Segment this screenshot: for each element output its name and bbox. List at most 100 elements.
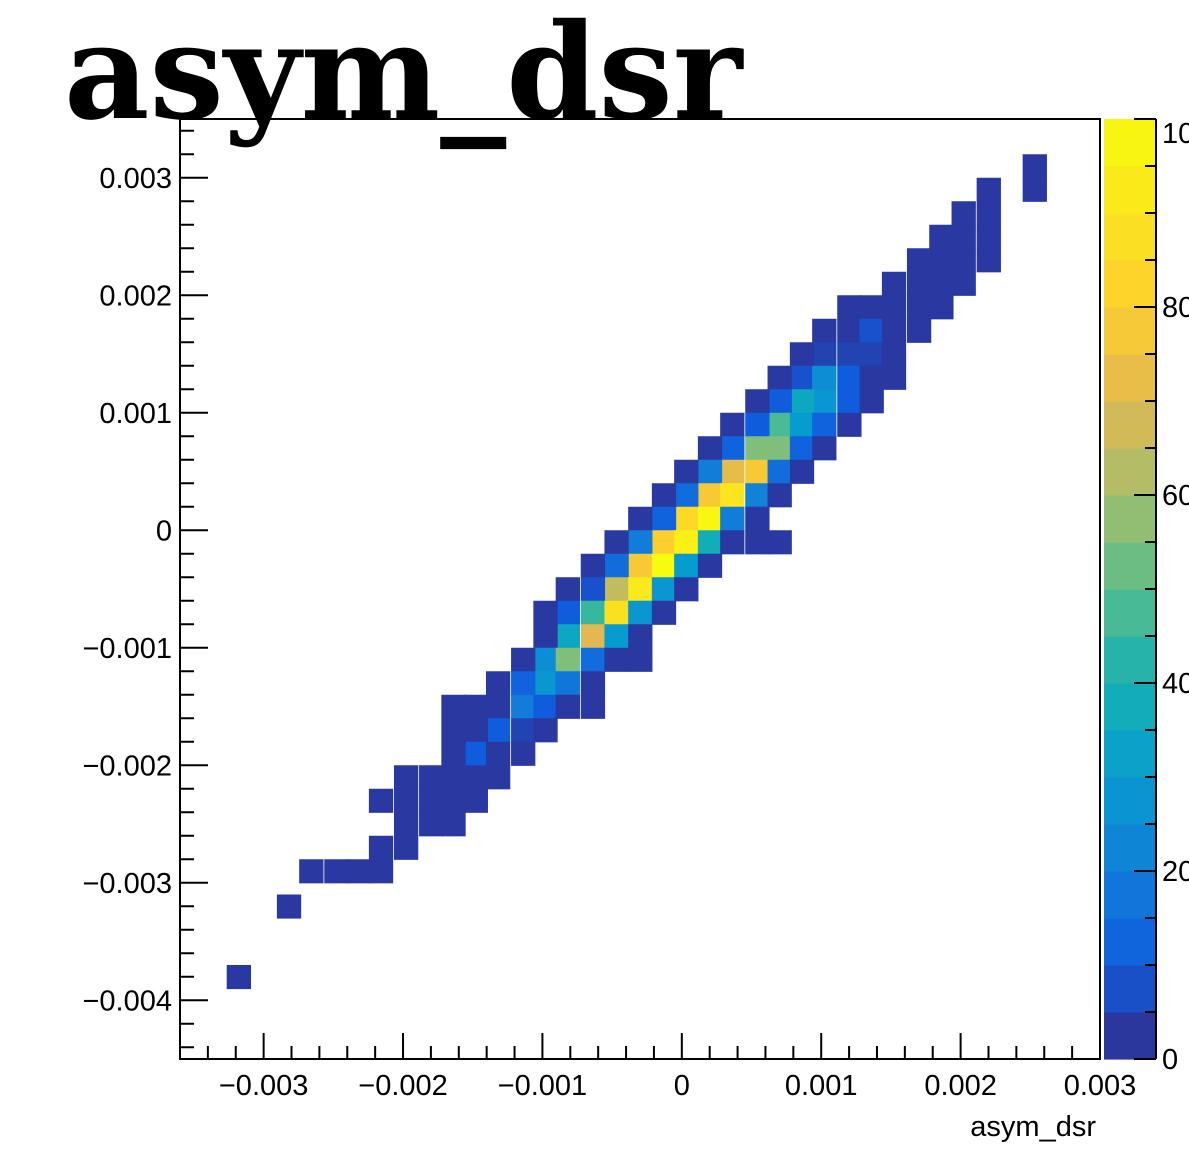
heatmap-cell [651,577,677,602]
x-tick-label: 0.001 [785,1070,858,1102]
heatmap-cell [674,459,699,484]
heatmap-cell [951,248,976,273]
heatmap-cell [580,647,606,672]
heatmap-cell [463,718,488,743]
heatmap-cell [485,671,511,696]
heatmap-cell [881,295,907,320]
heatmap-cell [485,694,511,719]
heatmap-cell [580,694,606,719]
heatmap-cell [697,483,723,508]
heatmap-cell [368,788,394,813]
heatmap-cell [674,553,699,578]
heatmap-cell [441,741,466,766]
x-tick-label: 0.003 [1064,1070,1137,1102]
heatmap-cell [485,741,511,766]
heatmap-cell [555,624,580,649]
colorbar-tick-label: 60 [1162,480,1189,512]
heatmap-cell [604,624,629,649]
heatmap-cell [745,530,770,555]
heatmap-cell [368,835,394,860]
heatmap-cell [441,788,466,813]
colorbar-band [1104,730,1156,778]
heatmap-cell [604,647,629,672]
heatmap-cell [837,389,862,414]
heatmap-cell [906,295,932,320]
heatmap-cell [812,318,837,343]
heatmap-cell [463,788,488,813]
heatmap-cell [368,859,394,884]
heatmap-cell [929,271,954,296]
heatmap-cell [767,412,792,437]
heatmap-cell [555,694,580,719]
colorbar-band [1104,354,1156,402]
heatmap-cell [745,483,770,508]
heatmap-cell [859,318,884,343]
heatmap-cell [441,765,466,790]
colorbar-band [1104,777,1156,825]
colorbar-band [1104,166,1156,214]
heatmap-cell [789,412,815,437]
heatmap-cell [393,835,419,860]
heatmap-cell [745,412,770,437]
heatmap-cell [628,624,653,649]
x-tick-label: −0.003 [219,1070,309,1102]
colorbar-band [1104,260,1156,308]
heatmap-cell [628,553,653,578]
heatmap-cell [767,459,792,484]
heatmap-cell [533,694,558,719]
heatmap-cell [511,741,536,766]
heatmap-cell [720,412,745,437]
heatmap-cell [720,530,745,555]
heatmap-cell [463,741,488,766]
y-tick-label: 0.001 [99,398,172,430]
heatmap-cell [767,365,792,390]
heatmap-cell [976,201,1001,226]
heatmap-cell [511,718,536,743]
colorbar-band [1104,448,1156,496]
heatmap-cell [651,506,677,531]
colorbar-band [1104,307,1156,355]
heatmap-cell [674,506,699,531]
heatmap-cell [976,177,1001,202]
heatmap-cell [745,459,770,484]
x-tick-label: −0.001 [498,1070,588,1102]
colorbar-band [1104,589,1156,637]
heatmap-cell [951,201,976,226]
heatmap-cell [881,318,907,343]
heatmap-cell [441,718,466,743]
heatmap-cell [674,577,699,602]
plot-frame [179,118,1101,1060]
heatmap-cell [346,859,371,884]
y-tick-label: −0.001 [82,633,172,665]
heatmap-cell [767,530,792,555]
heatmap-cell [276,894,302,919]
colorbar-band [1104,824,1156,872]
heatmap-cell [976,248,1001,273]
heatmap-cell [906,248,932,273]
heatmap-cell [628,577,653,602]
heatmap-cell [511,694,536,719]
heatmap-cell [1022,177,1047,202]
heatmap-cell [555,671,580,696]
heatmap-cell [604,577,629,602]
colorbar: 0 20 40 60 80 100 [1104,118,1189,1076]
heatmap-cell [697,530,723,555]
colorbar-tick-label: 80 [1162,292,1189,324]
heatmap-cell [533,624,558,649]
heatmap-cell [881,271,907,296]
heatmap-cell [651,600,677,625]
colorbar-band [1104,636,1156,684]
heatmap-cell [767,389,792,414]
heatmap-cell [812,389,837,414]
heatmap-cell [789,342,815,367]
heatmap-cell [951,224,976,249]
colorbar-band [1104,683,1156,731]
heatmap-cell [511,671,536,696]
heatmap-cell [767,483,792,508]
heatmap-cell [441,694,466,719]
heatmap-cell [393,788,419,813]
heatmap-cell [580,600,606,625]
colorbar-band [1104,213,1156,261]
heatmap-cell [580,624,606,649]
